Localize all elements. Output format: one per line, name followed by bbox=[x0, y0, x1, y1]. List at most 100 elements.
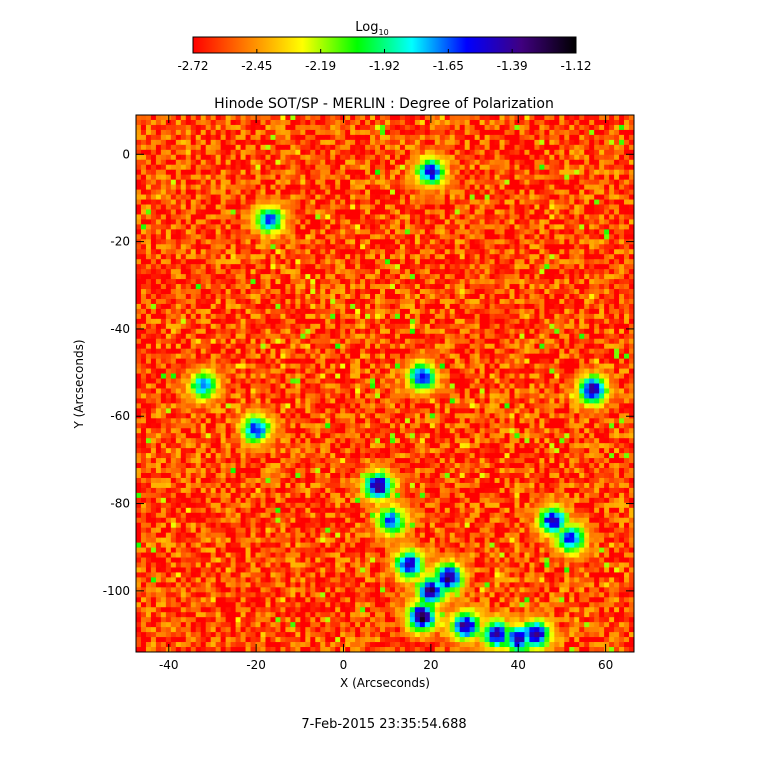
heatmap-cell bbox=[624, 333, 630, 340]
heatmap-cell bbox=[609, 269, 615, 275]
heatmap-cell bbox=[210, 308, 217, 315]
heatmap-cell bbox=[380, 358, 386, 365]
heatmap-cell bbox=[265, 174, 271, 181]
heatmap-cell bbox=[584, 194, 590, 200]
heatmap-cell bbox=[404, 224, 411, 230]
heatmap-cell bbox=[619, 115, 625, 121]
heatmap-cell bbox=[165, 169, 172, 176]
heatmap-cell bbox=[220, 294, 227, 300]
heatmap-cell bbox=[589, 169, 595, 176]
heatmap-cell bbox=[225, 323, 232, 330]
heatmap-cell bbox=[140, 279, 147, 285]
heatmap-cell bbox=[175, 219, 182, 225]
heatmap-cell bbox=[210, 239, 217, 245]
heatmap-cell bbox=[389, 284, 396, 290]
heatmap-cell bbox=[305, 144, 311, 151]
heatmap-cell bbox=[499, 229, 505, 235]
heatmap-cell bbox=[574, 254, 580, 260]
heatmap-cell bbox=[375, 259, 381, 265]
heatmap-cell bbox=[589, 229, 595, 235]
heatmap-cell bbox=[564, 249, 570, 255]
heatmap-cell bbox=[499, 249, 505, 255]
heatmap-cell bbox=[604, 303, 610, 310]
heatmap-cell bbox=[360, 224, 366, 230]
heatmap-cell bbox=[155, 259, 162, 265]
heatmap-cell bbox=[365, 244, 371, 250]
heatmap-cell bbox=[604, 189, 610, 195]
heatmap-cell bbox=[579, 294, 585, 300]
heatmap-cell bbox=[136, 199, 142, 205]
heatmap-cell bbox=[300, 313, 306, 320]
heatmap-cell bbox=[240, 134, 246, 141]
heatmap-cell bbox=[200, 343, 207, 350]
heatmap-cell bbox=[295, 298, 301, 305]
heatmap-cell bbox=[270, 274, 276, 280]
heatmap-cell bbox=[479, 134, 485, 141]
heatmap-cell bbox=[195, 219, 202, 225]
heatmap-cell bbox=[230, 124, 236, 131]
heatmap-cell bbox=[200, 264, 207, 270]
heatmap-cell bbox=[355, 343, 361, 350]
heatmap-cell bbox=[240, 179, 246, 186]
heatmap-cell bbox=[315, 348, 321, 355]
heatmap-cell bbox=[320, 179, 326, 186]
heatmap-cell bbox=[454, 229, 461, 235]
heatmap-cell bbox=[429, 189, 436, 195]
heatmap-cell bbox=[434, 174, 441, 181]
heatmap-cell bbox=[489, 159, 495, 166]
heatmap-cell bbox=[375, 298, 381, 305]
heatmap-cell bbox=[200, 124, 207, 131]
heatmap-cell bbox=[609, 284, 615, 290]
heatmap-cell bbox=[360, 259, 366, 265]
heatmap-cell bbox=[434, 259, 441, 265]
heatmap-cell bbox=[569, 338, 575, 345]
heatmap-cell bbox=[290, 139, 296, 146]
heatmap-cell bbox=[504, 154, 510, 161]
heatmap-cell bbox=[215, 134, 222, 141]
heatmap-cell bbox=[350, 308, 356, 315]
heatmap-cell bbox=[389, 134, 396, 141]
heatmap-cell bbox=[589, 129, 595, 136]
heatmap-cell bbox=[534, 353, 540, 360]
heatmap-cell bbox=[245, 333, 251, 340]
heatmap-cell bbox=[265, 209, 271, 215]
heatmap-cell bbox=[210, 353, 217, 360]
heatmap-cell bbox=[429, 284, 436, 290]
heatmap-cell bbox=[444, 164, 451, 171]
heatmap-cell bbox=[564, 149, 570, 156]
heatmap-cell bbox=[385, 284, 391, 290]
heatmap-cell bbox=[335, 333, 341, 340]
heatmap-cell bbox=[305, 289, 311, 295]
heatmap-cell bbox=[429, 264, 436, 270]
heatmap-cell bbox=[230, 149, 236, 156]
heatmap-cell bbox=[534, 194, 540, 200]
heatmap-cell bbox=[280, 348, 286, 355]
heatmap-cell bbox=[220, 214, 227, 220]
heatmap-cell bbox=[350, 353, 356, 360]
heatmap-cell bbox=[330, 115, 336, 121]
heatmap-cell bbox=[524, 124, 530, 131]
heatmap-cell bbox=[345, 308, 351, 315]
heatmap-cell bbox=[260, 244, 266, 250]
heatmap-cell bbox=[230, 254, 236, 260]
heatmap-cell bbox=[370, 338, 376, 345]
heatmap-cell bbox=[544, 204, 550, 210]
heatmap-cell bbox=[489, 284, 495, 290]
heatmap-cell bbox=[340, 328, 346, 335]
heatmap-cell bbox=[439, 323, 446, 330]
heatmap-cell bbox=[549, 234, 555, 240]
heatmap-cell bbox=[494, 254, 500, 260]
heatmap-cell bbox=[594, 144, 600, 151]
heatmap-cell bbox=[150, 343, 157, 350]
heatmap-cell bbox=[160, 164, 167, 171]
heatmap-cell bbox=[579, 194, 585, 200]
heatmap-cell bbox=[469, 244, 476, 250]
heatmap-cell bbox=[215, 179, 222, 186]
heatmap-cell bbox=[340, 298, 346, 305]
heatmap-cell bbox=[499, 328, 505, 335]
heatmap-cell bbox=[424, 139, 431, 146]
heatmap-cell bbox=[136, 209, 142, 215]
heatmap-cell bbox=[549, 289, 555, 295]
heatmap-cell bbox=[180, 164, 187, 171]
heatmap-cell bbox=[414, 214, 421, 220]
